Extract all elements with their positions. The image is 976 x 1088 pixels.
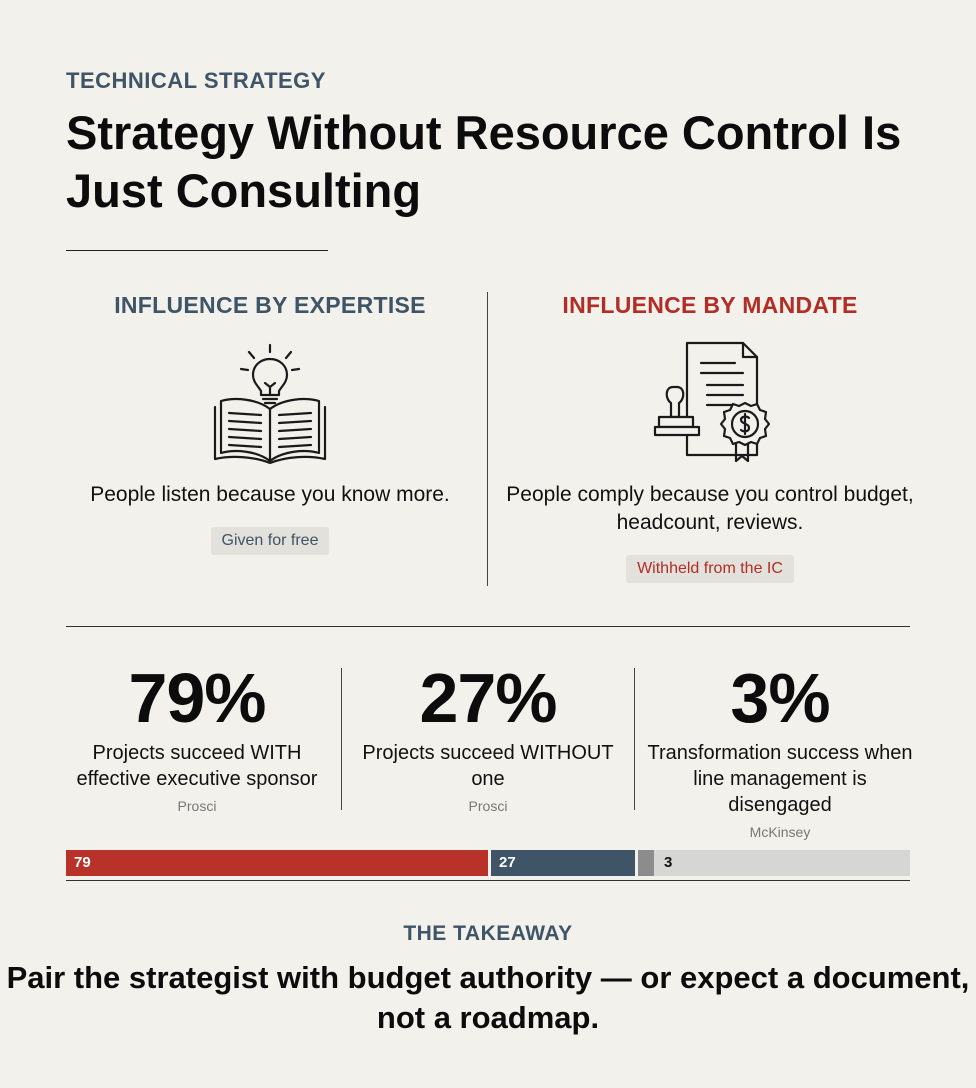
expertise-description: People listen because you know more. [90, 483, 450, 506]
stat-description: Transformation success when line managem… [647, 742, 913, 816]
bar-segment: 3 [638, 850, 672, 876]
stamp-contract-icon [653, 341, 771, 463]
expertise-column: INFLUENCE BY EXPERTISE People listen bec… [60, 290, 480, 555]
mandate-heading: INFLUENCE BY MANDATE [562, 292, 858, 318]
stat-sponsor: 79% Projects succeed WITH effective exec… [62, 656, 332, 814]
stat-description: Projects succeed WITHOUT one [362, 742, 614, 790]
stat-value: 3% [730, 659, 830, 737]
bar-label: 79 [74, 854, 91, 871]
title-divider [66, 250, 328, 251]
stat-disengaged: 3% Transformation success when line mana… [645, 656, 915, 840]
section-divider [66, 626, 910, 627]
takeaway-text: Pair the strategist with budget authorit… [6, 960, 970, 1035]
mandate-column: INFLUENCE BY MANDATE People comply becau… [500, 290, 920, 583]
book-lightbulb-icon [213, 343, 327, 465]
stat-source: Prosci [177, 798, 217, 814]
page-title: Strategy Without Resource Control Is Jus… [66, 106, 902, 217]
stat-value: 79% [128, 659, 266, 737]
takeaway-heading: THE TAKEAWAY [403, 922, 573, 945]
bar-label: 3 [664, 854, 673, 871]
stat-no-sponsor: 27% Projects succeed WITHOUT one Prosci [353, 656, 623, 814]
bar-segment: 79 [66, 850, 488, 876]
mandate-description: People comply because you control budget… [506, 483, 914, 534]
eyebrow-label: TECHNICAL STRATEGY [66, 68, 326, 93]
expertise-heading: INFLUENCE BY EXPERTISE [114, 292, 426, 318]
bar-segment: 27 [491, 850, 635, 876]
stat-description: Projects succeed WITH effective executiv… [76, 742, 318, 790]
expertise-tag: Given for free [210, 527, 330, 555]
bar-label: 27 [499, 854, 516, 871]
chart-baseline [66, 880, 910, 881]
bar-remainder [654, 850, 910, 876]
column-divider [487, 292, 488, 586]
mandate-tag: Withheld from the IC [626, 555, 794, 583]
stat-divider [341, 668, 342, 810]
stat-source: Prosci [468, 798, 508, 814]
stat-source: McKinsey [749, 824, 811, 840]
stat-divider [634, 668, 635, 810]
stat-value: 27% [419, 659, 557, 737]
